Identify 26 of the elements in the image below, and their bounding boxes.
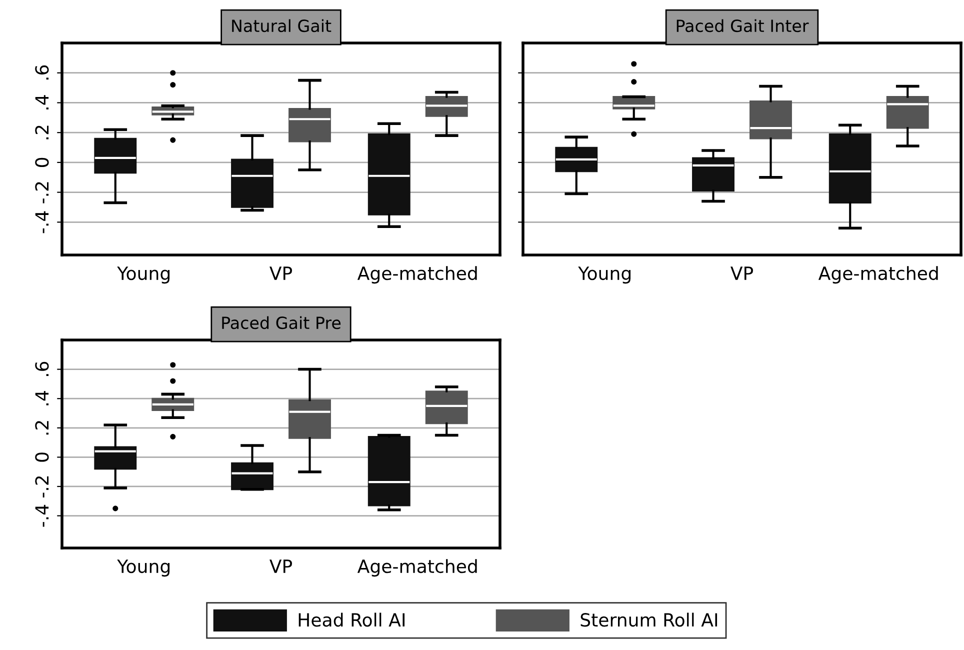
x-tick-label: VP bbox=[730, 266, 754, 280]
x-tick-label: Young bbox=[117, 266, 170, 284]
legend-label: Sternum Roll AI bbox=[580, 612, 718, 627]
y-tick-label: .6 bbox=[35, 362, 49, 376]
x-tick-label: Young bbox=[117, 560, 170, 577]
x-tick-label: Young bbox=[578, 266, 630, 284]
y-tick-label: -.4 bbox=[35, 504, 49, 527]
legend-label: Head Roll AI bbox=[298, 612, 404, 627]
x-tick-label: VP bbox=[270, 266, 292, 280]
y-tick-label: -.2 bbox=[35, 476, 49, 498]
chart-title: Natural Gait bbox=[232, 19, 332, 32]
chart-title: Paced Gait Inter bbox=[676, 19, 809, 32]
x-tick-label: VP bbox=[270, 560, 292, 573]
y-tick-label: .4 bbox=[35, 390, 49, 406]
y-tick-label: .6 bbox=[35, 65, 49, 80]
y-tick-label: -.2 bbox=[35, 182, 49, 204]
y-tick-label: .2 bbox=[35, 421, 49, 435]
y-tick-label: -.4 bbox=[35, 211, 49, 234]
y-tick-label: 0 bbox=[35, 452, 49, 462]
y-tick-label: 0 bbox=[35, 158, 49, 167]
y-tick-label: .4 bbox=[35, 95, 49, 110]
y-tick-label: .2 bbox=[35, 126, 49, 140]
chart-title: Paced Gait Pre bbox=[222, 316, 341, 330]
x-tick-label: Age-matched bbox=[357, 266, 477, 284]
x-tick-label: Age-matched bbox=[818, 266, 938, 284]
x-tick-label: Age-matched bbox=[357, 559, 477, 577]
